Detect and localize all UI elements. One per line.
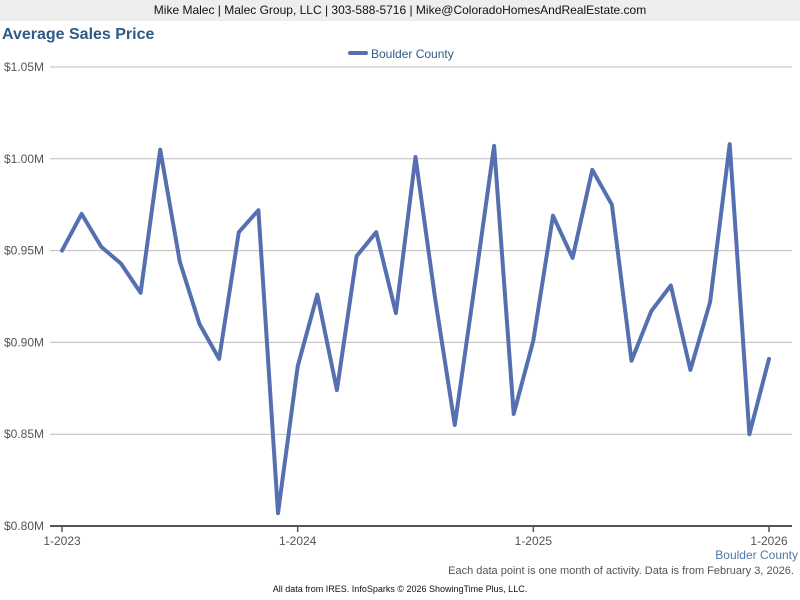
y-tick-label: $1.00M <box>4 152 44 166</box>
x-tick-label: 1-2026 <box>750 534 788 548</box>
region-label: Boulder County <box>715 548 798 562</box>
y-tick-label: $1.05M <box>4 60 44 74</box>
gridlines <box>50 66 792 435</box>
y-tick-label: $0.80M <box>4 519 44 533</box>
y-tick-label: $0.95M <box>4 244 44 258</box>
y-axis-ticks: $1.05M $1.00M $0.95M $0.90M $0.85M $0.80M <box>4 60 44 533</box>
legend: Boulder County <box>348 47 454 61</box>
data-note: Each data point is one month of activity… <box>448 565 794 577</box>
series-lines <box>60 142 771 516</box>
series-line-0 <box>60 142 771 516</box>
footer-credit: All data from IRES. InfoSparks © 2026 Sh… <box>272 584 528 594</box>
x-tick-label: 1-2024 <box>279 534 317 548</box>
legend-label: Boulder County <box>371 47 454 61</box>
y-tick-label: $0.85M <box>4 427 44 441</box>
x-tick-label: 1-2023 <box>43 534 81 548</box>
chart-title: Average Sales Price <box>2 26 155 43</box>
contact-header: Mike Malec | Malec Group, LLC | 303-588-… <box>0 0 800 21</box>
y-tick-label: $0.90M <box>4 335 44 349</box>
x-axis: 1-2023 1-2024 1-2025 1-2026 <box>43 525 792 548</box>
x-tick-label: 1-2025 <box>515 534 553 548</box>
